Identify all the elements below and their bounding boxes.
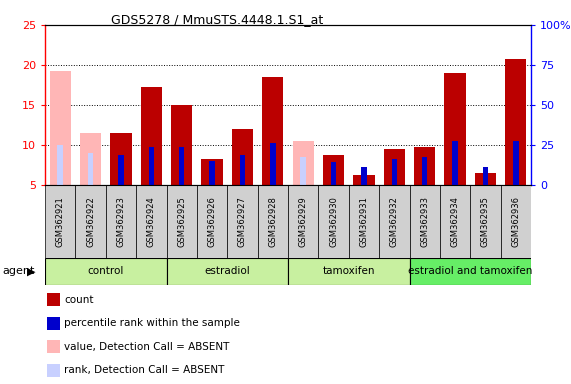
Text: GSM362931: GSM362931 bbox=[359, 196, 368, 247]
Bar bbox=[288, 258, 409, 285]
Bar bbox=[288, 185, 319, 258]
Bar bbox=[349, 185, 379, 258]
Bar bbox=[292, 141, 314, 185]
Bar bbox=[167, 258, 288, 285]
Bar bbox=[475, 173, 496, 185]
Bar bbox=[319, 185, 349, 258]
Bar bbox=[258, 185, 288, 258]
Text: count: count bbox=[65, 295, 94, 305]
Bar bbox=[148, 147, 154, 185]
Text: rank, Detection Call = ABSENT: rank, Detection Call = ABSENT bbox=[65, 365, 225, 375]
Text: GSM362933: GSM362933 bbox=[420, 196, 429, 247]
Bar bbox=[179, 147, 184, 185]
Bar bbox=[136, 185, 167, 258]
Bar bbox=[171, 105, 192, 185]
Bar bbox=[80, 133, 101, 185]
Bar bbox=[45, 185, 75, 258]
Text: GSM362925: GSM362925 bbox=[177, 196, 186, 247]
Bar bbox=[47, 340, 59, 353]
Bar bbox=[50, 71, 71, 185]
Bar bbox=[452, 141, 458, 185]
Bar bbox=[227, 185, 258, 258]
Bar bbox=[58, 145, 63, 185]
Bar bbox=[384, 149, 405, 185]
Bar bbox=[110, 133, 131, 185]
Text: percentile rank within the sample: percentile rank within the sample bbox=[65, 318, 240, 328]
Text: GDS5278 / MmuSTS.4448.1.S1_at: GDS5278 / MmuSTS.4448.1.S1_at bbox=[111, 13, 323, 26]
Text: agent: agent bbox=[3, 266, 35, 276]
Bar bbox=[270, 142, 276, 185]
Bar bbox=[444, 73, 466, 185]
Text: GSM362923: GSM362923 bbox=[116, 196, 126, 247]
Text: control: control bbox=[87, 266, 124, 276]
Bar bbox=[197, 185, 227, 258]
Bar bbox=[45, 258, 167, 285]
Bar bbox=[414, 147, 435, 185]
Bar bbox=[482, 167, 488, 185]
Bar bbox=[232, 129, 253, 185]
Bar bbox=[75, 185, 106, 258]
Bar bbox=[505, 59, 526, 185]
Text: GSM362932: GSM362932 bbox=[390, 196, 399, 247]
Bar bbox=[422, 157, 428, 185]
Bar bbox=[47, 317, 59, 330]
Text: GSM362930: GSM362930 bbox=[329, 196, 338, 247]
Bar bbox=[379, 185, 409, 258]
Bar bbox=[202, 159, 223, 185]
Text: GSM362922: GSM362922 bbox=[86, 196, 95, 247]
Bar bbox=[409, 185, 440, 258]
Text: GSM362924: GSM362924 bbox=[147, 196, 156, 247]
Bar bbox=[210, 161, 215, 185]
Bar bbox=[167, 185, 197, 258]
Text: ▶: ▶ bbox=[26, 266, 35, 276]
Bar bbox=[47, 364, 59, 377]
Text: tamoxifen: tamoxifen bbox=[323, 266, 375, 276]
Text: GSM362927: GSM362927 bbox=[238, 196, 247, 247]
Bar bbox=[140, 88, 162, 185]
Text: GSM362934: GSM362934 bbox=[451, 196, 460, 247]
Bar bbox=[440, 185, 471, 258]
Bar bbox=[118, 155, 124, 185]
Bar bbox=[471, 185, 501, 258]
Text: GSM362926: GSM362926 bbox=[208, 196, 216, 247]
Bar bbox=[513, 141, 518, 185]
Text: GSM362936: GSM362936 bbox=[511, 196, 520, 247]
Text: GSM362921: GSM362921 bbox=[56, 196, 65, 247]
Bar bbox=[361, 167, 367, 185]
Bar bbox=[106, 185, 136, 258]
Text: estradiol and tamoxifen: estradiol and tamoxifen bbox=[408, 266, 532, 276]
Text: value, Detection Call = ABSENT: value, Detection Call = ABSENT bbox=[65, 342, 230, 352]
Bar bbox=[88, 153, 93, 185]
Bar bbox=[300, 157, 306, 185]
Bar bbox=[240, 155, 245, 185]
Text: estradiol: estradiol bbox=[204, 266, 250, 276]
Bar bbox=[392, 159, 397, 185]
Bar bbox=[47, 293, 59, 306]
Text: GSM362929: GSM362929 bbox=[299, 196, 308, 247]
Bar bbox=[501, 185, 531, 258]
Bar bbox=[409, 258, 531, 285]
Bar bbox=[262, 77, 283, 185]
Bar bbox=[353, 175, 375, 185]
Text: GSM362928: GSM362928 bbox=[268, 196, 278, 247]
Text: GSM362935: GSM362935 bbox=[481, 196, 490, 247]
Bar bbox=[323, 155, 344, 185]
Bar bbox=[331, 162, 336, 185]
